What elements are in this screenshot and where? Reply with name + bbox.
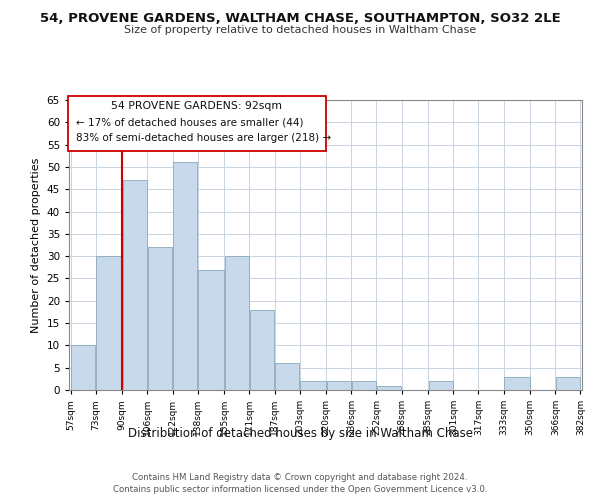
Text: Contains HM Land Registry data © Crown copyright and database right 2024.: Contains HM Land Registry data © Crown c…: [132, 472, 468, 482]
Bar: [300, 381, 326, 390]
Bar: [173, 162, 197, 390]
Bar: [326, 381, 351, 390]
Text: 54 PROVENE GARDENS: 92sqm: 54 PROVENE GARDENS: 92sqm: [112, 100, 283, 110]
Bar: [428, 381, 453, 390]
Bar: [148, 247, 172, 390]
Bar: [123, 180, 147, 390]
Bar: [377, 386, 401, 390]
Bar: [556, 376, 580, 390]
FancyBboxPatch shape: [68, 96, 326, 150]
Text: 83% of semi-detached houses are larger (218) →: 83% of semi-detached houses are larger (…: [76, 132, 331, 142]
Text: 54, PROVENE GARDENS, WALTHAM CHASE, SOUTHAMPTON, SO32 2LE: 54, PROVENE GARDENS, WALTHAM CHASE, SOUT…: [40, 12, 560, 26]
Text: Contains public sector information licensed under the Open Government Licence v3: Contains public sector information licen…: [113, 485, 487, 494]
Bar: [71, 346, 95, 390]
Text: Size of property relative to detached houses in Waltham Chase: Size of property relative to detached ho…: [124, 25, 476, 35]
Bar: [96, 256, 122, 390]
Bar: [250, 310, 274, 390]
Y-axis label: Number of detached properties: Number of detached properties: [31, 158, 41, 332]
Text: ← 17% of detached houses are smaller (44): ← 17% of detached houses are smaller (44…: [76, 118, 303, 128]
Bar: [225, 256, 249, 390]
Text: Distribution of detached houses by size in Waltham Chase: Distribution of detached houses by size …: [128, 428, 473, 440]
Bar: [275, 363, 299, 390]
Bar: [352, 381, 376, 390]
Bar: [504, 376, 530, 390]
Bar: [198, 270, 224, 390]
